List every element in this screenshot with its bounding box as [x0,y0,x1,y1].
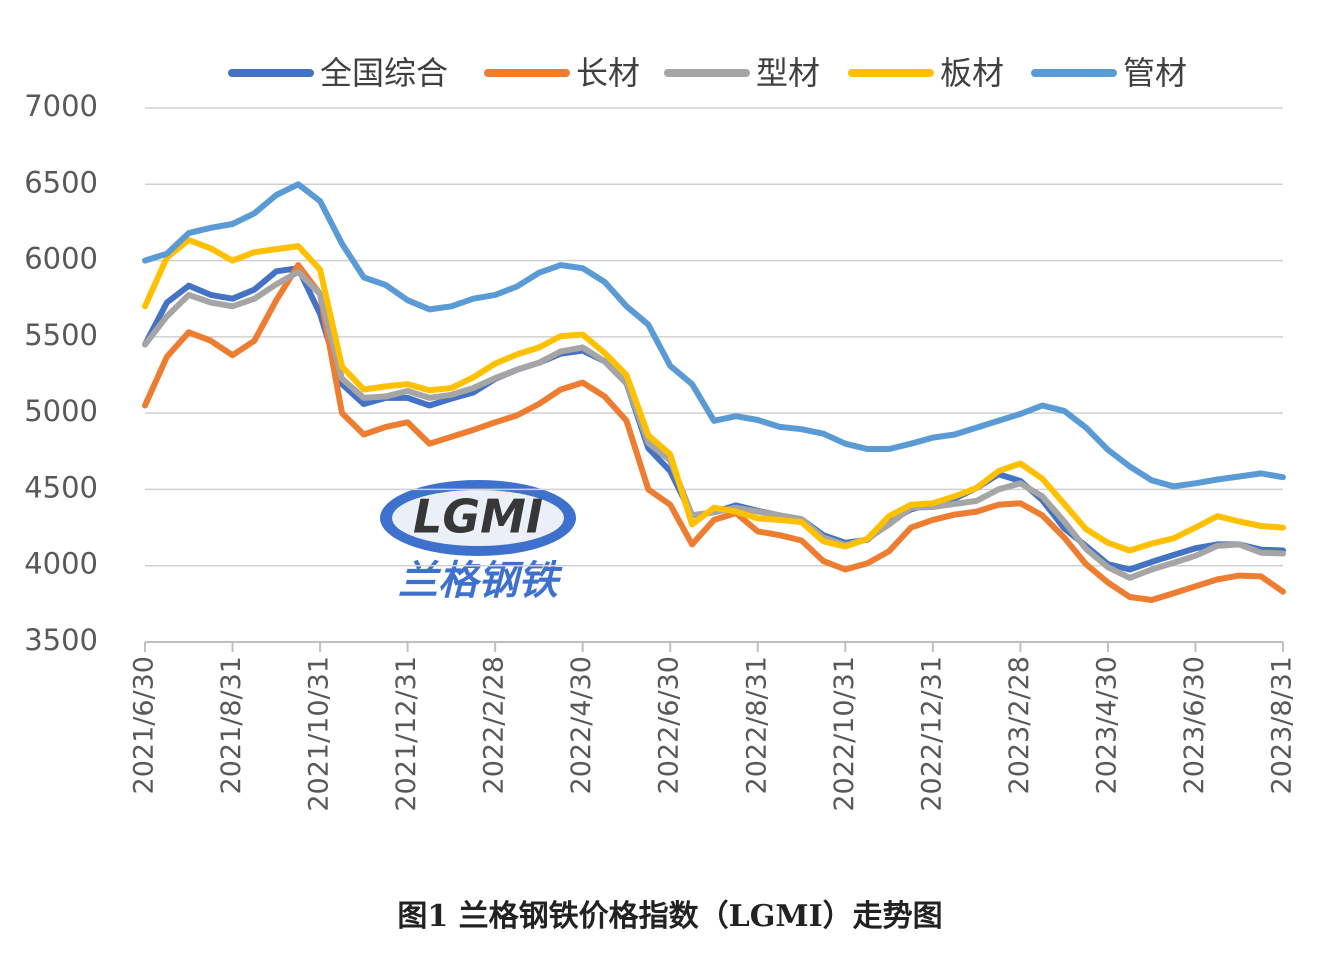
series-line [142,269,1286,581]
logo-text: LGMI [413,490,543,544]
x-tick-label: 2022/2/28 [479,656,510,794]
x-tick-label: 2022/6/30 [654,656,685,794]
y-tick-label: 7000 [24,89,98,123]
x-tick-label: 2023/6/30 [1179,656,1210,794]
x-tick-label: 2022/4/30 [566,656,597,794]
legend-label: 长材 [576,54,640,92]
x-tick-label: 2022/12/31 [916,656,947,812]
x-tick-label: 2023/8/31 [1267,656,1298,794]
series-line [142,181,1286,490]
x-tick-label: 2021/6/30 [129,656,160,794]
x-tick-label: 2022/8/31 [741,656,772,794]
y-tick-label: 5000 [24,394,98,428]
y-tick-label: 4500 [24,470,98,504]
watermark: LGMI 兰格钢铁 [380,480,576,604]
y-tick-label: 6500 [24,165,98,199]
logo-name: 兰格钢铁 [398,558,563,604]
x-tick-label: 2021/12/31 [391,656,422,812]
y-tick-label: 5500 [24,318,98,352]
x-tick-label: 2022/10/31 [829,656,860,812]
y-tick-label: 3500 [24,623,98,657]
y-tick-label: 4000 [24,547,98,581]
y-tick-label: 6000 [24,242,98,276]
x-tick-label: 2021/10/31 [304,656,335,812]
chart-title: 图1 兰格钢铁价格指数（LGMI）走势图 [397,899,942,934]
x-tick-label: 2023/4/30 [1091,656,1122,794]
legend-label: 管材 [1123,54,1187,92]
series-line [142,262,1286,603]
x-tick-label: 2021/8/31 [216,656,247,794]
x-tick-label: 2023/2/28 [1004,656,1035,794]
series-line [142,237,1286,554]
logo-inner [392,490,564,546]
legend-label: 板材 [940,54,1004,92]
legend-label: 型材 [756,54,820,92]
legend-label: 全国综合 [320,54,448,92]
